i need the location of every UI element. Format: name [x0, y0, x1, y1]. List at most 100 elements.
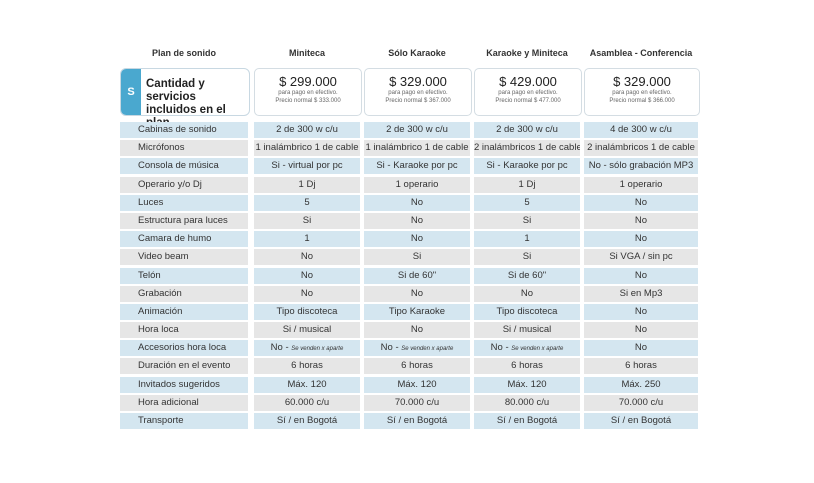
row-value: 2 de 300 w c/u	[254, 122, 360, 138]
row-value-text: Si / musical	[502, 324, 552, 336]
row-value-text: Máx. 120	[507, 378, 547, 390]
row-value: Si / musical	[474, 322, 580, 339]
row-value: Si - virtual por pc	[254, 158, 360, 175]
row-value-text: 6 horas	[401, 360, 433, 372]
table-row: Telón No Si de 60" Si de 60" No	[120, 267, 700, 285]
row-label: Transporte	[120, 413, 248, 429]
row-value: Sí / en Bogotá	[474, 413, 580, 429]
row-value-text: 6 horas	[291, 360, 323, 372]
row-value: No	[584, 194, 698, 211]
row-value-text: No	[634, 305, 648, 317]
table-row: Accesorios hora loca No - Se venden x apa…	[120, 339, 700, 357]
row-value: Si en Mp3	[584, 285, 698, 302]
row-value-text: No	[410, 324, 424, 336]
row-value-text: Sí / en Bogotá	[276, 415, 338, 426]
table-row: Micrófonos 1 inalámbrico 1 de cable 1 inal…	[120, 139, 700, 157]
row-value: No	[584, 231, 698, 248]
row-value-text: Tipo discoteca	[496, 305, 558, 317]
row-value: Si de 60"	[364, 267, 470, 284]
row-value: No	[584, 267, 698, 284]
row-value-text: No -	[270, 342, 289, 354]
plan-header-asamblea: Asamblea - Conferencia	[589, 48, 693, 58]
row-value: 2 de 300 w c/u	[474, 122, 580, 138]
row-value-text: No	[300, 251, 314, 263]
row-value: 4 de 300 w c/u	[584, 122, 698, 138]
row-value: Si / musical	[254, 322, 360, 339]
row-value-text: 6 horas	[511, 360, 543, 372]
row-label: Animación	[120, 303, 248, 320]
row-value: No - Se venden x aparte	[254, 340, 360, 357]
row-value: Si - Karaoke por pc	[364, 158, 470, 175]
row-value-text: Sí / en Bogotá	[610, 415, 672, 426]
row-value-text: 5	[524, 196, 530, 208]
row-value-text: No	[410, 196, 424, 208]
row-value-text: 1 inalámbrico 1 de cable	[255, 142, 359, 154]
row-value-text: No	[410, 233, 424, 245]
price-amount: $ 299.000	[279, 74, 337, 89]
row-value: 6 horas	[474, 358, 580, 375]
row-value: Tipo discoteca	[254, 303, 360, 320]
row-value: 1 operario	[584, 176, 698, 193]
row-value-text: 1 operario	[395, 178, 439, 190]
row-label: Cabinas de sonido	[120, 122, 248, 138]
table-row: Invitados sugeridos Máx. 120 Máx. 120 Máx. …	[120, 376, 700, 394]
row-value-text: Tipo Karaoke	[388, 305, 446, 317]
row-value-text: 1	[524, 233, 530, 245]
price-normal: Precio normal $ 333.000	[275, 98, 341, 104]
row-label: Estructura para luces	[120, 212, 248, 229]
row-value-text: Si - virtual por pc	[271, 160, 343, 172]
row-label: Consola de música	[120, 158, 248, 175]
row-label: Hora adicional	[120, 394, 248, 411]
row-value-text: No	[410, 287, 424, 299]
row-value-text: 60.000 c/u	[284, 396, 330, 408]
row-value-text: No	[634, 214, 648, 226]
row-value: Sí / en Bogotá	[584, 413, 698, 429]
row-value-text: 2 inalámbricos 1 de cable	[474, 142, 580, 154]
price-normal: Precio normal $ 366.000	[609, 98, 675, 104]
row-value: 2 inalámbricos 1 de cable	[584, 140, 698, 157]
row-value-note: Se venden x aparte	[401, 346, 454, 353]
row-value: No	[364, 285, 470, 302]
row-value-text: Si - Karaoke por pc	[486, 160, 568, 172]
row-value-text: Si	[302, 214, 312, 226]
row-value: 1	[254, 231, 360, 248]
row-value-text: 6 horas	[625, 360, 657, 372]
row-label: Hora loca	[120, 322, 248, 339]
row-value: 2 inalámbricos 1 de cable	[474, 140, 580, 157]
row-value-text: Si en Mp3	[619, 287, 663, 299]
row-value: No	[364, 212, 470, 229]
price-amount: $ 329.000	[613, 74, 671, 89]
row-value: 1 Dj	[474, 176, 580, 193]
row-value-text: 70.000 c/u	[618, 396, 664, 408]
price-normal: Precio normal $ 367.000	[385, 98, 451, 104]
row-value-text: 2 inalámbricos 1 de cable	[587, 142, 695, 154]
table-row: Transporte Sí / en Bogotá Sí / en Bogotá Sí…	[120, 412, 700, 430]
row-value-text: 1 Dj	[518, 178, 536, 190]
row-value-text: No	[520, 287, 534, 299]
row-label: Invitados sugeridos	[120, 376, 248, 393]
row-value-text: No -	[490, 342, 509, 354]
row-value: No	[584, 322, 698, 339]
row-value: 70.000 c/u	[584, 394, 698, 411]
row-value-note: Se venden x aparte	[511, 346, 564, 353]
table-row: Hora adicional 60.000 c/u 70.000 c/u 80.000…	[120, 394, 700, 412]
services-badge: S	[121, 69, 141, 115]
row-value: No	[254, 249, 360, 266]
row-value: 6 horas	[584, 358, 698, 375]
row-value-text: No	[634, 233, 648, 245]
row-label: Video beam	[120, 249, 248, 266]
row-value-text: Si	[412, 251, 422, 263]
row-value-text: No	[634, 196, 648, 208]
row-value-text: Si	[522, 251, 532, 263]
row-value: No	[254, 285, 360, 302]
row-value: 60.000 c/u	[254, 394, 360, 411]
table-row: Video beam No Si Si Si VGA / sin pc	[120, 248, 700, 266]
row-value-text: 1 inalámbrico 1 de cable	[365, 142, 469, 154]
row-value-text: Máx. 120	[287, 378, 327, 390]
row-value-text: No - sólo grabación MP3	[588, 160, 694, 172]
row-value: 2 de 300 w c/u	[364, 122, 470, 138]
plan-header-miniteca: Miniteca	[288, 48, 325, 58]
row-value-text: 1 Dj	[298, 178, 316, 190]
row-label: Camara de humo	[120, 231, 248, 248]
price-note: para pago en efectivo.	[278, 90, 338, 96]
